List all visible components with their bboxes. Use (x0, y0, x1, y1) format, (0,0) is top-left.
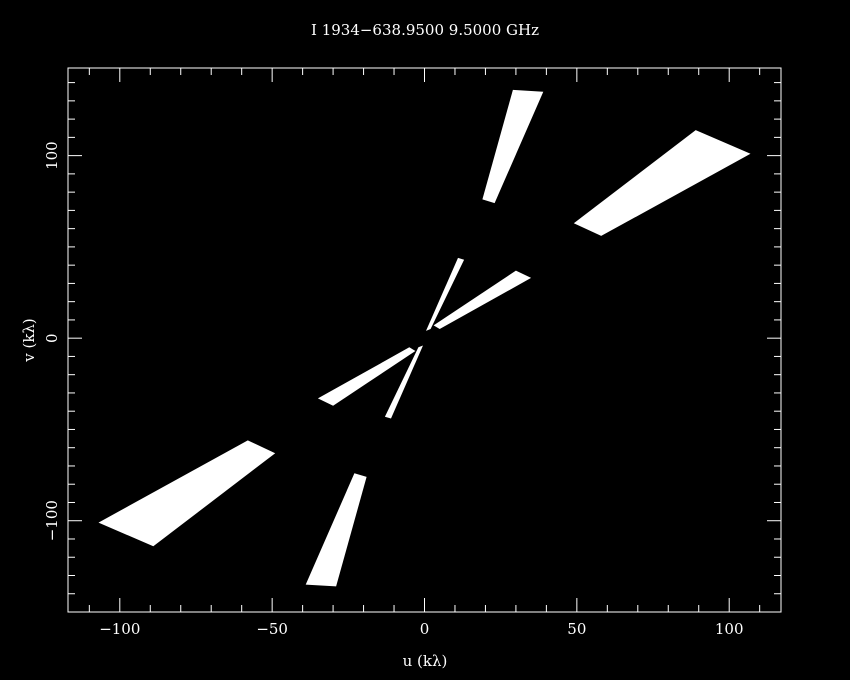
uv-tracks (98, 89, 751, 587)
uv-track-6 (482, 89, 544, 204)
x-tick-labels: −100 −50 0 50 100 (99, 620, 743, 638)
y-tick-label: 100 (43, 141, 61, 170)
uv-track-3 (317, 347, 416, 406)
y-tick-label: −100 (43, 500, 61, 541)
uv-track-2 (433, 270, 532, 329)
uv-track-5 (384, 345, 423, 419)
x-tick-label: −50 (256, 620, 288, 638)
x-tick-label: −100 (99, 620, 140, 638)
uv-track-0 (573, 130, 751, 236)
y-tick-label: 0 (43, 333, 61, 343)
uv-track-7 (305, 473, 367, 587)
y-axis-label: v (kλ) (20, 318, 38, 363)
x-tick-label: 100 (715, 620, 744, 638)
y-tick-labels: −100 0 100 (43, 141, 61, 541)
x-axis-label: u (kλ) (403, 652, 448, 670)
x-tick-label: 50 (567, 620, 586, 638)
chart-title: I 1934−638.9500 9.5000 GHz (311, 21, 539, 39)
x-tick-label: 0 (420, 620, 430, 638)
uv-track-1 (98, 440, 276, 547)
uv-track-4 (426, 257, 465, 331)
axis-ticks (68, 68, 781, 613)
